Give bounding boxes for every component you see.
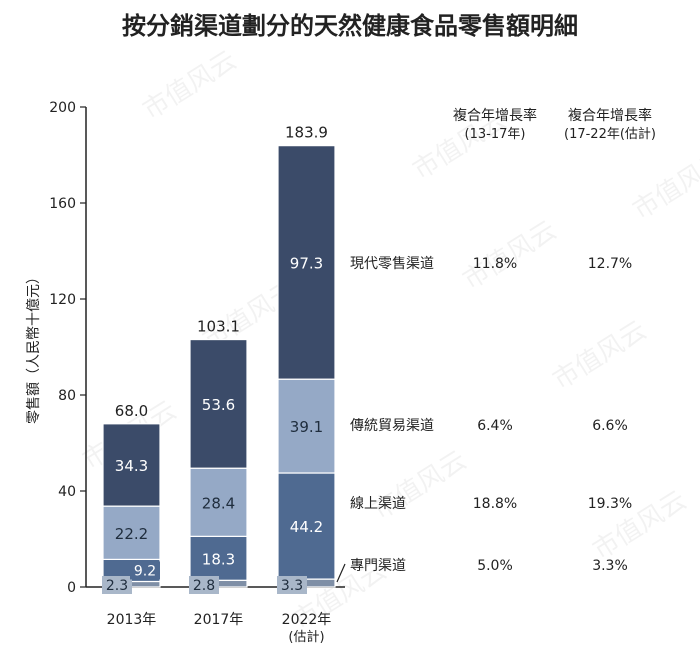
cagr-value: 12.7% xyxy=(588,256,632,272)
data-label: 97.3 xyxy=(290,254,323,272)
bar-segment xyxy=(189,338,248,469)
watermark-text: 市值风云 xyxy=(368,445,472,526)
data-label: 34.3 xyxy=(115,457,148,475)
data-label: 3.3 xyxy=(281,578,303,594)
bar-segment xyxy=(277,472,336,580)
data-label: 2.8 xyxy=(193,578,215,594)
leader-line xyxy=(336,563,346,583)
small-label-box xyxy=(102,576,132,594)
bar-segment xyxy=(102,423,161,507)
y-axis: 0 40 80 120 160 200 零售額（人民幣十億元） xyxy=(26,100,345,596)
cagr-value: 5.0% xyxy=(477,558,513,574)
watermark-text: 市值风云 xyxy=(138,45,242,126)
y-axis-label: 零售額（人民幣十億元） xyxy=(26,270,42,424)
cagr-header-sub: (13-17年) xyxy=(465,127,526,142)
series-name-label: 線上渠道 xyxy=(350,496,406,512)
watermark-text: 市值风云 xyxy=(548,315,652,396)
series-name-label: 傳統貿易渠道 xyxy=(350,418,434,434)
cagr-value: 11.8% xyxy=(473,256,517,272)
bar-segment xyxy=(189,535,248,581)
data-label: 18.3 xyxy=(202,550,235,568)
bar-segment xyxy=(277,378,336,474)
x-tick-label: 2022年 xyxy=(282,612,332,628)
cagr-header: 複合年增長率 xyxy=(453,107,537,124)
cagr-value: 3.3% xyxy=(592,558,628,574)
x-tick-label: 2017年 xyxy=(194,612,244,628)
data-label: 9.2 xyxy=(134,563,156,579)
cagr-value: 19.3% xyxy=(588,496,632,512)
y-tick-label: 40 xyxy=(58,484,76,500)
small-label-box xyxy=(189,576,219,594)
cagr-header: 複合年增長率 xyxy=(568,107,652,124)
bar-segment xyxy=(102,505,161,560)
series-name-label: 專門渠道 xyxy=(350,558,406,574)
chart-title: 按分銷渠道劃分的天然健康食品零售額明細 xyxy=(122,12,578,40)
y-tick-label: 200 xyxy=(49,100,76,116)
y-tick-label: 80 xyxy=(58,388,76,404)
small-label-box xyxy=(130,561,160,580)
data-label: 22.2 xyxy=(115,525,148,543)
data-label: 39.1 xyxy=(290,418,323,436)
cagr-value: 6.6% xyxy=(592,418,628,434)
data-labels: 2.3 9.2 22.2 34.3 68.0 2013年 2.8 18.3 28.4 53.6 10… xyxy=(102,124,346,645)
bar-total-label: 68.0 xyxy=(115,402,148,420)
cagr-value: 6.4% xyxy=(477,418,513,434)
bar-total-label: 183.9 xyxy=(285,124,328,142)
bar-segment xyxy=(189,467,248,537)
x-tick-label: 2013年 xyxy=(107,612,157,628)
bar-segment xyxy=(277,145,336,380)
data-label: 53.6 xyxy=(202,396,235,414)
y-tick-label: 120 xyxy=(49,292,76,308)
y-tick-label: 0 xyxy=(67,580,76,596)
data-label: 2.3 xyxy=(106,578,128,594)
y-tick-label: 160 xyxy=(49,196,76,212)
watermark-text: 市值风云 xyxy=(628,145,700,226)
cagr-value: 18.8% xyxy=(473,496,517,512)
cagr-table: 複合年增長率 (13-17年) 複合年增長率 (17-22年(估計) 現代零售渠道 11.… xyxy=(350,107,656,574)
data-label: 44.2 xyxy=(290,518,323,536)
x-tick-sublabel: (估計) xyxy=(288,629,324,645)
bars xyxy=(102,145,336,588)
series-name-label: 現代零售渠道 xyxy=(350,256,434,272)
data-label: 28.4 xyxy=(202,494,235,512)
small-label-box xyxy=(277,576,307,594)
bar-total-label: 103.1 xyxy=(197,318,240,336)
cagr-header-sub: (17-22年(估計) xyxy=(564,126,656,142)
